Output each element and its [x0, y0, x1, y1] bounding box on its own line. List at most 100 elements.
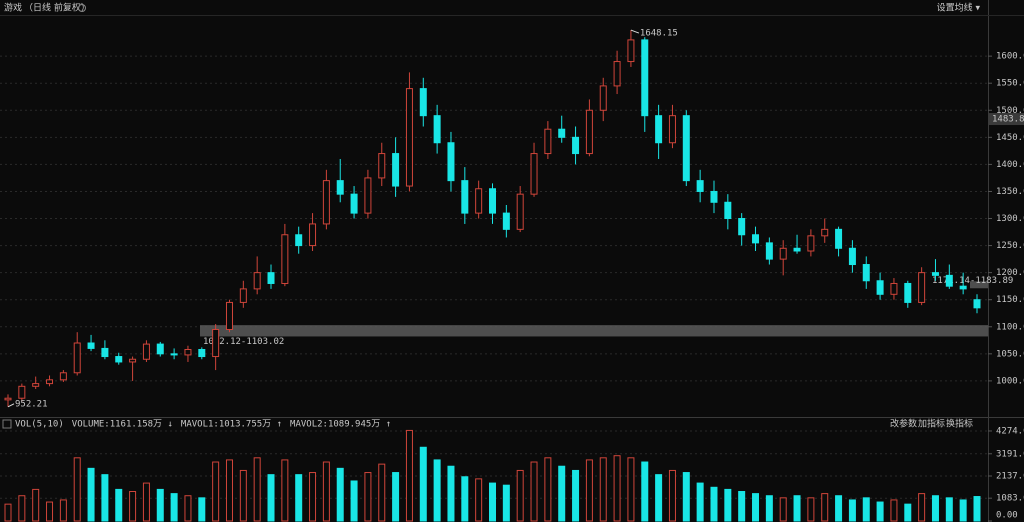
volume-bar [959, 499, 967, 522]
volume-bar [613, 455, 621, 522]
volume-bar [129, 491, 137, 522]
volume-bar [585, 459, 593, 522]
candle-body [46, 379, 54, 385]
volume-bar [821, 493, 829, 522]
candle-body [738, 218, 746, 236]
help-icon[interactable] [2, 419, 12, 429]
volume-bar [890, 499, 898, 522]
volume-bar [862, 497, 870, 522]
volume-bar [848, 499, 856, 522]
high-label: 1648.15 [640, 29, 678, 39]
volume-bar [655, 474, 663, 522]
candle-body [267, 272, 275, 284]
y-tick-label: 0.00 [996, 511, 1018, 521]
volume-bar [779, 497, 787, 522]
y-tick-label: 1550.00 [996, 79, 1024, 89]
band-label: 1082.12-1103.02 [203, 337, 284, 347]
volume-bar [322, 461, 330, 522]
chart-title: 游戏 [4, 2, 22, 14]
volume-bar [225, 459, 233, 522]
volume-bar [433, 459, 441, 522]
candle-body [405, 88, 413, 187]
volume-bar [710, 486, 718, 522]
band-label: 1171.14-1183.89 [932, 276, 1013, 286]
candle-body [918, 272, 926, 303]
indicator-button[interactable]: 加指标 [918, 418, 945, 430]
candle-body [115, 356, 123, 363]
candle-body [87, 342, 95, 349]
candle-body [585, 109, 593, 155]
candle-body [309, 223, 317, 247]
volume-bar [461, 476, 469, 522]
candle-body [696, 180, 704, 192]
volume-legend: VOL(5,10) VOLUME:1161.158万 ↓ MAVOL1:1013.7… [15, 420, 391, 430]
volume-bar [475, 478, 483, 522]
y-tick-label: 2137.00 [996, 471, 1024, 481]
candle-body [835, 228, 843, 249]
candle-body [433, 115, 441, 144]
candle-body [765, 242, 773, 260]
candle-body [655, 115, 663, 144]
y-tick-label: 1400.00 [996, 160, 1024, 170]
volume-bar [419, 446, 427, 522]
volume-bar [558, 465, 566, 522]
volume-bar [405, 429, 413, 522]
candle-body [475, 188, 483, 214]
volume-bar [59, 499, 67, 522]
candle-body [973, 299, 981, 309]
volume-bar [599, 457, 607, 522]
volume-bar [239, 469, 247, 522]
candle-body [461, 180, 469, 214]
candle-body [682, 115, 690, 182]
volume-bar [807, 497, 815, 522]
volume-bar [641, 461, 649, 522]
indicator-button[interactable]: 换指标 [946, 418, 973, 430]
volume-bar [281, 459, 289, 522]
candle-body [931, 272, 939, 276]
candle-body [156, 343, 164, 355]
legend-entry: MAVOL2:1089.945万 ↑ [290, 420, 391, 430]
candle-body [558, 128, 566, 138]
volume-bar [170, 493, 178, 522]
volume-bar [46, 501, 54, 522]
volume-bar [32, 488, 40, 522]
volume-bar [724, 488, 732, 522]
volume-bar [18, 495, 26, 522]
legend-entry: MAVOL1:1013.755万 ↑ [181, 420, 282, 430]
candle-body [142, 343, 150, 360]
candle-body [890, 282, 898, 295]
last-price-box [989, 113, 1024, 126]
price-band [200, 325, 988, 337]
volume-bar [668, 469, 676, 522]
volume-bar [212, 461, 220, 522]
volume-bar [87, 467, 95, 522]
y-tick-label: 3191.00 [996, 449, 1024, 459]
volume-bar [184, 495, 192, 522]
last-price-label: 1483.80 [992, 115, 1024, 125]
candle-body [447, 142, 455, 182]
candle-body [516, 193, 524, 230]
candle-body [752, 234, 760, 244]
y-tick-label: 1350.00 [996, 187, 1024, 197]
candle-body [502, 212, 510, 230]
candle-body [198, 349, 206, 358]
y-tick-label: 1000.00 [996, 376, 1024, 386]
indicator-button[interactable]: 改参数 [890, 418, 917, 430]
candle-body [392, 153, 400, 187]
settings-icon[interactable] [78, 4, 86, 12]
volume-bar [973, 496, 981, 522]
volume-bar [544, 457, 552, 522]
y-tick-label: 1300.00 [996, 214, 1024, 224]
candle-body [959, 285, 967, 290]
candle-body [225, 301, 233, 330]
candle-body [32, 383, 40, 387]
y-tick-label: 1250.00 [996, 241, 1024, 251]
y-tick-label: 1600.00 [996, 52, 1024, 62]
volume-bar [489, 482, 496, 522]
candle-body [793, 247, 801, 252]
volume-bar [364, 472, 372, 522]
volume-bar [516, 469, 524, 522]
candle-body [572, 136, 580, 155]
ma-button[interactable]: 设置均线 ▾ [937, 2, 981, 14]
